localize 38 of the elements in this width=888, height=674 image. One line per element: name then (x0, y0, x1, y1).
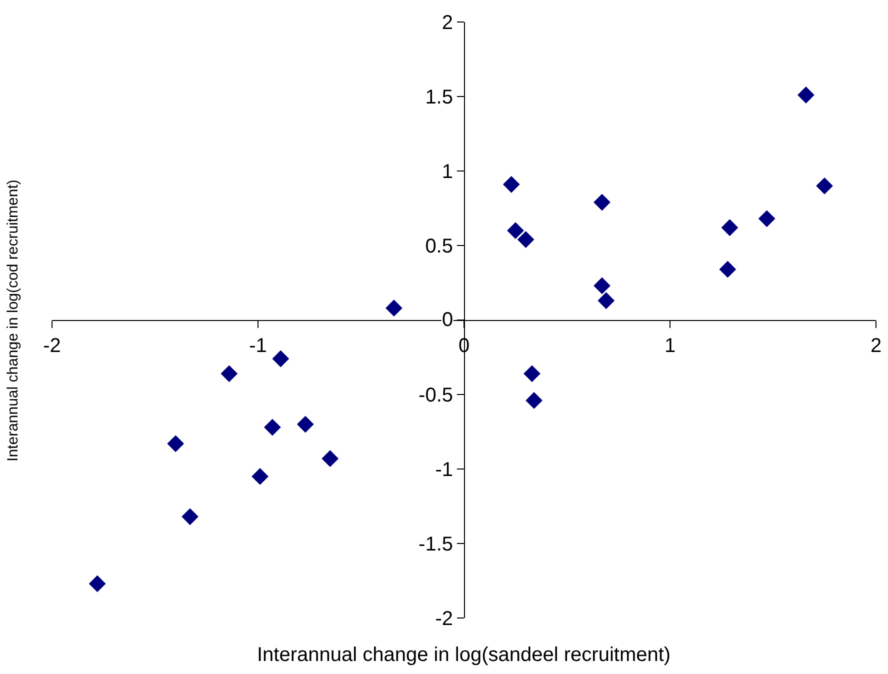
point (264, 418, 281, 436)
point (798, 86, 814, 104)
x-tick-label: -1 (249, 335, 267, 357)
y-axis-title: Interannual change in log(cod recruitment) (4, 180, 22, 462)
y-tick-label: -1.5 (418, 534, 453, 556)
x-tick-label: -2 (43, 335, 61, 357)
y-tick-label: -2 (435, 608, 453, 630)
point (220, 365, 238, 382)
point (507, 222, 524, 240)
point (167, 435, 184, 452)
y-tick-label: 1.5 (425, 86, 453, 108)
point (594, 277, 610, 294)
point (296, 416, 314, 433)
point (816, 177, 833, 194)
point (721, 219, 738, 236)
point (594, 194, 610, 211)
point (272, 350, 290, 368)
point (598, 292, 615, 310)
y-tick-label: -1 (435, 459, 453, 481)
y-tick-label: -0.5 (418, 384, 453, 406)
point (322, 450, 339, 468)
point (524, 365, 540, 382)
y-tick-label: 0.5 (425, 236, 453, 258)
point (719, 260, 736, 278)
point (386, 300, 402, 317)
point (252, 468, 269, 485)
point (526, 392, 542, 409)
point (88, 575, 106, 592)
point (182, 508, 198, 526)
x-axis-title: Interannual change in log(sandeel recruitment) (257, 644, 671, 666)
point (758, 210, 776, 228)
x-tick-label: 1 (664, 335, 676, 357)
y-tick-label: 0 (442, 309, 454, 331)
y-tick-label: 2 (442, 12, 453, 34)
x-tick-label: 2 (870, 335, 882, 357)
point (517, 231, 534, 248)
point (502, 176, 520, 193)
y-tick-label: 1 (442, 161, 453, 183)
